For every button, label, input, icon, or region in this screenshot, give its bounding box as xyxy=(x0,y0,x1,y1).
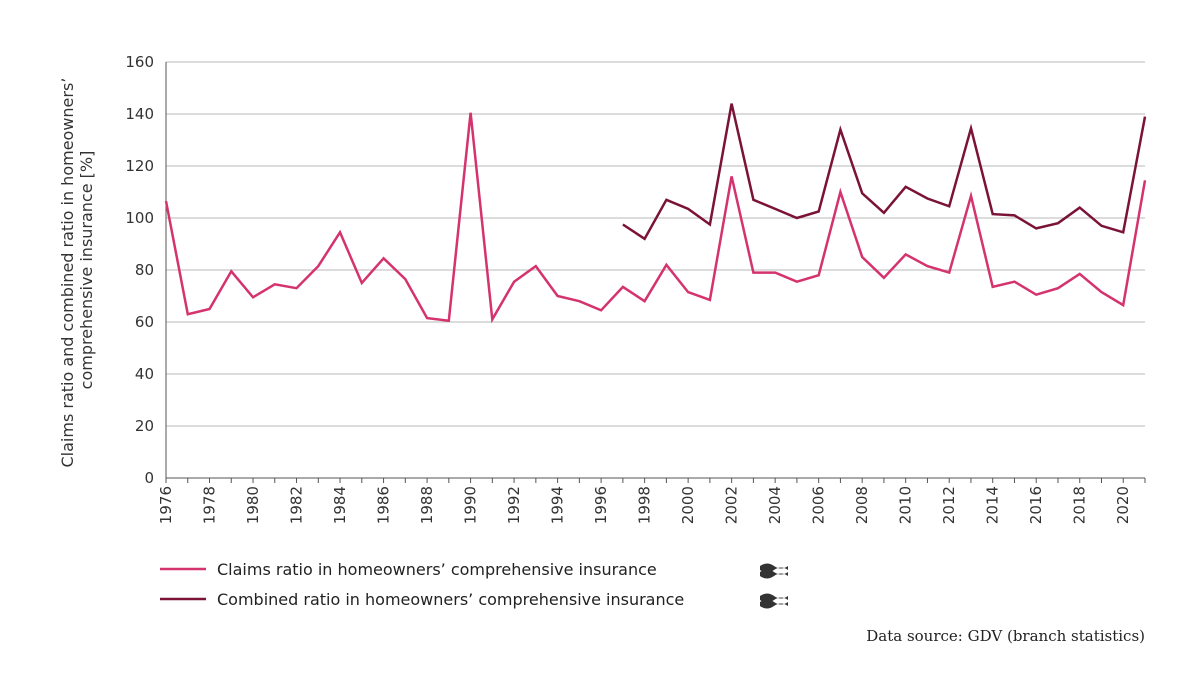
legend-label-claims: Claims ratio in homeowners’ comprehensiv… xyxy=(217,560,657,579)
y-axis-title-line-1: Claims ratio and combined ratio in homeo… xyxy=(58,78,77,468)
y-tick-label: 0 xyxy=(144,469,154,487)
y-tick-label: 80 xyxy=(135,261,154,279)
wavy-approx-icon xyxy=(760,563,788,579)
x-tick-label: 1990 xyxy=(462,486,480,524)
x-tick-label: 2014 xyxy=(984,486,1002,524)
x-tick-label: 2006 xyxy=(810,486,828,524)
x-tick-label: 1994 xyxy=(549,486,567,524)
x-tick-label: 2018 xyxy=(1071,486,1089,524)
legend-label-combined: Combined ratio in homeowners’ comprehens… xyxy=(217,590,684,609)
data-source: Data source: GDV (branch statistics) xyxy=(866,627,1145,645)
x-tick-label: 2004 xyxy=(766,486,784,524)
y-tick-labels: 0 20 40 60 80 100 120 140 160 xyxy=(125,53,154,487)
legend: Claims ratio in homeowners’ comprehensiv… xyxy=(160,560,788,609)
x-tick-label: 1986 xyxy=(375,486,393,524)
legend-item-claims: Claims ratio in homeowners’ comprehensiv… xyxy=(160,560,788,579)
y-axis-title: Claims ratio and combined ratio in homeo… xyxy=(58,73,96,468)
x-tick-label: 1982 xyxy=(288,486,306,524)
x-tick-label: 1976 xyxy=(157,486,175,524)
series-line-combined-ratio xyxy=(622,103,1147,241)
x-tick-label: 2002 xyxy=(723,486,741,524)
x-tick-labels: 1976 1978 1980 1982 1984 1986 1988 1990 1992 1994… xyxy=(157,478,1146,524)
x-tick-label: 1988 xyxy=(418,486,436,524)
gridlines xyxy=(166,61,1145,427)
y-tick-label: 140 xyxy=(125,105,154,123)
x-tick-label: 1978 xyxy=(201,486,219,524)
x-tick-label: 2012 xyxy=(940,486,958,524)
y-tick-label: 160 xyxy=(125,53,154,71)
x-tick-label: 2016 xyxy=(1027,486,1045,524)
x-tick-label: 1984 xyxy=(331,486,349,524)
y-tick-label: 100 xyxy=(125,209,154,227)
x-tick-label: 2010 xyxy=(897,486,915,524)
series-line-claims-ratio xyxy=(164,112,1147,324)
wavy-approx-icon xyxy=(760,593,788,609)
x-tick-label: 1998 xyxy=(636,486,654,524)
legend-item-combined: Combined ratio in homeowners’ comprehens… xyxy=(160,590,788,609)
y-tick-label: 60 xyxy=(135,313,154,331)
y-tick-label: 120 xyxy=(125,157,154,175)
x-tick-label: 1996 xyxy=(592,486,610,524)
y-axis-title-line-2: comprehensive insurance [%] xyxy=(77,151,96,390)
x-tick-label: 2008 xyxy=(853,486,871,524)
x-tick-label: 2000 xyxy=(679,486,697,524)
y-tick-label: 20 xyxy=(135,417,154,435)
y-tick-label: 40 xyxy=(135,365,154,383)
x-tick-label: 2020 xyxy=(1114,486,1132,524)
series-lines xyxy=(164,103,1147,324)
x-tick-label: 1980 xyxy=(244,486,262,524)
x-tick-label: 1992 xyxy=(505,486,523,524)
